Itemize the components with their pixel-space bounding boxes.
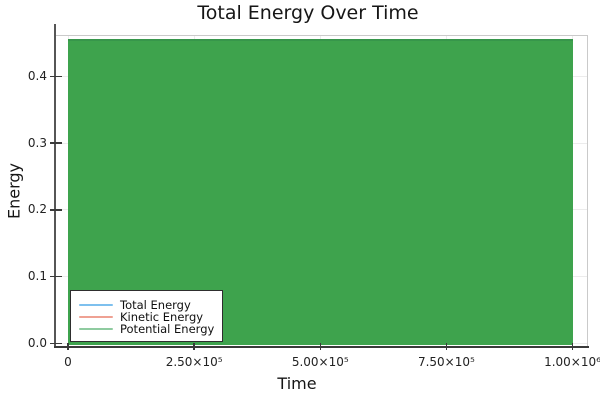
y-tick-label-0.2: 0.2 [27,202,47,217]
x-tick-mark-5.00×10⁵ [319,343,321,351]
y-tick-mark-0.4 [50,75,62,78]
x-tick-mark-0 [67,343,69,351]
legend-item-label: Kinetic Energy [120,309,204,324]
legend-line-swatch [79,303,113,307]
x-tick-label-2.50×10⁵: 2.50×10⁵ [165,354,223,369]
legend-item-total-energy: Total Energy [71,297,222,312]
y-tick-label-0.1: 0.1 [27,269,47,284]
y-tick-label-0.4: 0.4 [27,68,47,83]
x-tick-mark-1.00×10⁶ [571,343,574,351]
legend-line-swatch [79,315,113,319]
y-axis-spine [54,24,56,348]
x-axis-label: Time [277,374,317,393]
legend-item-kinetic-energy: Kinetic Energy [71,309,222,324]
y-tick-mark-0.1 [50,275,62,278]
x-axis-spine [54,346,589,348]
legend-line-swatch [79,327,113,331]
y-tick-label-0.0: 0.0 [27,336,47,350]
x-tick-label-7.50×10⁵: 7.50×10⁵ [417,354,475,369]
legend-item-label: Potential Energy [120,321,215,336]
x-tick-label-0: 0 [64,354,72,369]
legend: Total Energy Kinetic Energy Potential Ener… [70,290,223,342]
gridline-x-1.00×10⁶ [572,36,573,346]
chart-title: Total Energy Over Time [197,2,419,24]
legend-item-label: Total Energy [120,297,191,312]
y-tick-mark-0.0 [50,342,62,345]
y-tick-mark-0.2 [50,209,62,211]
x-tick-mark-7.50×10⁵ [445,343,448,351]
x-tick-label-1.00×10⁶: 1.00×10⁶ [544,354,600,369]
y-tick-mark-0.3 [50,142,62,144]
y-axis-label: Energy [4,162,24,220]
x-tick-mark-2.50×10⁵ [193,343,195,351]
x-tick-label-5.00×10⁵: 5.00×10⁵ [291,354,349,369]
y-tick-label-0.3: 0.3 [27,135,47,150]
legend-item-potential-energy: Potential Energy [71,321,222,336]
